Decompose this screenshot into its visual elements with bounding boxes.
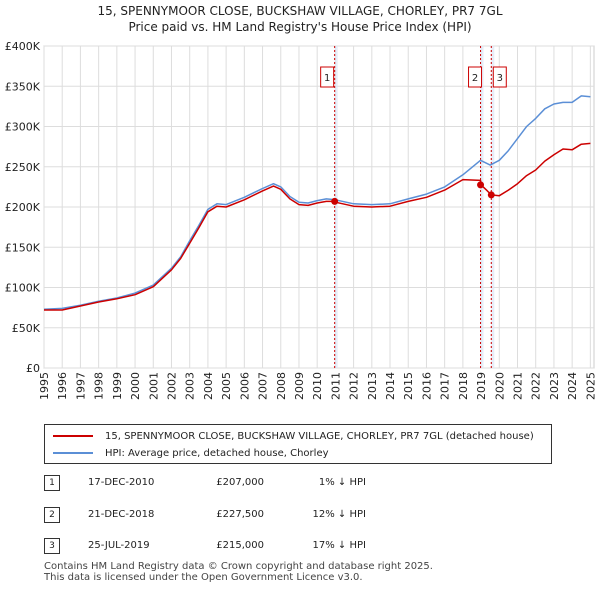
footer-license: This data is licensed under the Open Gov… [44, 572, 363, 583]
x-tick-label: 2006 [238, 372, 251, 400]
x-tick-label: 2007 [257, 372, 270, 400]
x-tick-label: 2020 [493, 372, 506, 400]
x-tick-label: 2022 [530, 372, 543, 400]
transaction-date: 17-DEC-2010 [88, 477, 155, 488]
x-tick-label: 1999 [111, 372, 124, 400]
y-tick-label: £100K [5, 282, 41, 295]
sale-marker-box [468, 66, 483, 88]
x-tick-label: 2018 [457, 372, 470, 400]
transaction-date: 21-DEC-2018 [88, 509, 155, 520]
x-tick-label: 2016 [420, 372, 433, 400]
x-tick-label: 2000 [129, 372, 142, 400]
transaction-price: £207,000 [216, 477, 264, 488]
x-tick-label: 2025 [584, 372, 597, 400]
y-tick-label: £200K [5, 201, 41, 214]
sale-highlight [480, 46, 484, 368]
sale-marker-box [320, 66, 335, 88]
x-tick-label: 2013 [366, 372, 379, 400]
chart-subtitle: Price paid vs. HM Land Registry's House … [128, 20, 472, 34]
x-tick-label: 2008 [275, 372, 288, 400]
transaction-number: 1 [44, 475, 60, 491]
series-line-hpi [43, 95, 591, 310]
x-tick-label: 2009 [293, 372, 306, 400]
y-tick-label: £0 [26, 362, 40, 375]
transaction-number: 3 [44, 538, 60, 554]
legend-swatch-hpi [53, 452, 93, 454]
sale-marker-box [492, 66, 507, 88]
x-tick-label: 1998 [93, 372, 106, 400]
legend-item-property: 15, SPENNYMOOR CLOSE, BUCKSHAW VILLAGE, … [53, 428, 534, 444]
sale-point [477, 181, 485, 189]
x-tick-label: 2024 [566, 372, 579, 400]
sale-marker-label: 3 [497, 73, 503, 84]
x-tick-label: 2011 [329, 372, 342, 400]
x-tick-label: 2002 [165, 372, 178, 400]
x-tick-label: 2004 [202, 372, 215, 400]
transaction-hpi-diff: 17% ↓ HPI [312, 540, 366, 551]
y-tick-label: £250K [5, 161, 41, 174]
transaction-date: 25-JUL-2019 [88, 540, 150, 551]
x-tick-label: 1996 [56, 372, 69, 400]
chart-legend: 15, SPENNYMOOR CLOSE, BUCKSHAW VILLAGE, … [44, 424, 552, 464]
y-tick-label: £50K [12, 322, 41, 335]
sale-highlight [491, 46, 495, 368]
x-tick-label: 2019 [475, 372, 488, 400]
transaction-price: £215,000 [216, 540, 264, 551]
y-tick-label: £350K [5, 80, 41, 93]
y-tick-label: £400K [5, 40, 41, 53]
chart-title: 15, SPENNYMOOR CLOSE, BUCKSHAW VILLAGE, … [97, 4, 503, 18]
transaction-hpi-diff: 12% ↓ HPI [312, 509, 366, 520]
y-tick-label: £150K [5, 241, 41, 254]
transaction-hpi-diff: 1% ↓ HPI [318, 477, 366, 488]
x-tick-label: 2023 [548, 372, 561, 400]
x-tick-label: 2010 [311, 372, 324, 400]
x-tick-label: 2015 [402, 372, 415, 400]
legend-label-hpi: HPI: Average price, detached house, Chor… [105, 447, 329, 459]
x-tick-label: 2003 [184, 372, 197, 400]
sale-marker-label: 2 [472, 73, 478, 84]
x-tick-label: 2021 [512, 372, 525, 400]
legend-swatch-property [53, 435, 93, 437]
footer-copyright: Contains HM Land Registry data © Crown c… [44, 561, 433, 572]
sale-highlight [334, 46, 338, 368]
transaction-number: 2 [44, 507, 60, 523]
x-tick-label: 2005 [220, 372, 233, 400]
sale-point [331, 197, 339, 205]
y-tick-label: £300K [5, 121, 41, 134]
x-tick-label: 2012 [348, 372, 361, 400]
x-tick-label: 2001 [147, 372, 160, 400]
sale-point [487, 191, 495, 199]
legend-label-property: 15, SPENNYMOOR CLOSE, BUCKSHAW VILLAGE, … [105, 430, 534, 442]
transaction-price: £227,500 [216, 509, 264, 520]
x-tick-label: 2014 [384, 372, 397, 400]
x-tick-label: 1995 [38, 372, 51, 400]
x-tick-label: 2017 [439, 372, 452, 400]
sale-marker-label: 1 [324, 73, 330, 84]
price-chart: 1 2 3 £0 £50K £100K £150K £200K £250K £300K £350K… [5, 40, 598, 400]
legend-item-hpi: HPI: Average price, detached house, Chor… [53, 445, 329, 461]
x-tick-label: 1997 [74, 372, 87, 400]
